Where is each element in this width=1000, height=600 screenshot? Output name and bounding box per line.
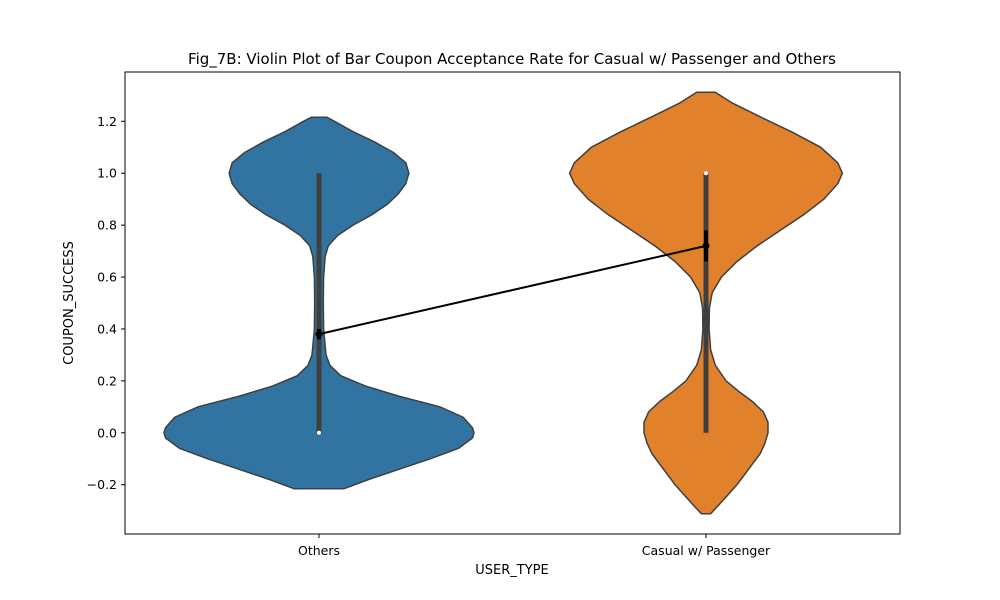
x-tick-label: Casual w/ Passenger	[642, 543, 771, 558]
plot-area-frame	[124, 71, 901, 535]
y-tick-label: 0.8	[97, 218, 117, 233]
y-axis: −0.2 0.0 0.2 0.4 0.6 0.8 1.0 1.2	[87, 114, 125, 492]
y-tick-label: 0.4	[97, 321, 117, 336]
mean-point	[315, 330, 323, 338]
y-tick-label: 0.6	[97, 270, 117, 285]
y-tick-label: −0.2	[87, 477, 117, 492]
mean-point	[702, 242, 710, 250]
point-line-layer	[315, 230, 710, 340]
x-axis: Others Casual w/ Passenger	[298, 534, 771, 558]
mean-connecting-line	[318, 244, 707, 336]
x-axis-label: USER_TYPE	[475, 563, 548, 578]
violin-median-point	[704, 171, 708, 176]
box-inner-layer	[316, 171, 709, 435]
y-tick-label: 1.0	[97, 166, 117, 181]
y-tick-label: 1.2	[97, 114, 117, 129]
violin-median-point	[317, 430, 321, 435]
chart-title: Fig_7B: Violin Plot of Bar Coupon Accept…	[188, 50, 836, 69]
violins-layer	[163, 91, 844, 515]
y-tick-label: 0.2	[97, 373, 117, 388]
x-tick-label: Others	[298, 543, 340, 558]
y-axis-label: COUPON_SUCCESS	[62, 241, 77, 365]
y-tick-label: 0.0	[97, 425, 117, 440]
